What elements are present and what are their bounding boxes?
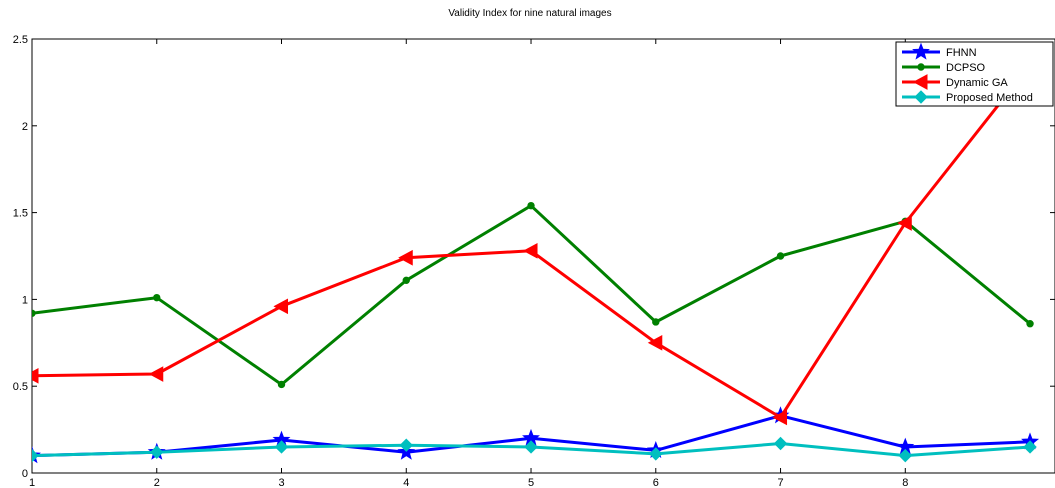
data-point-dcpso <box>403 277 409 283</box>
x-tick-label: 1 <box>29 477 35 488</box>
x-tick-label: 2 <box>154 477 160 488</box>
data-point-dcpso <box>528 202 534 208</box>
x-tick-label: 6 <box>653 477 659 488</box>
data-point-dcpso <box>777 253 783 259</box>
legend-marker-dcpso <box>918 64 924 70</box>
chart-title: Validity Index for nine natural images <box>448 8 611 19</box>
legend-label-dcpso: DCPSO <box>946 62 986 74</box>
y-tick-label: 1 <box>22 294 28 306</box>
data-point-dcpso <box>1027 321 1033 327</box>
legend: FHNN DCPSO Dynamic GA Proposed Method <box>896 42 1053 106</box>
y-tick-label: 2.5 <box>13 34 28 46</box>
legend-label-dynamic-ga: Dynamic GA <box>946 77 1008 89</box>
x-tick-label: 3 <box>278 477 284 488</box>
y-tick-label: 1.5 <box>13 208 28 220</box>
x-tick-label: 8 <box>902 477 908 488</box>
data-point-dcpso <box>278 381 284 387</box>
legend-label-proposed-method: Proposed Method <box>946 92 1033 104</box>
x-tick-label: 7 <box>777 477 783 488</box>
x-tick-label: 4 <box>403 477 409 488</box>
y-tick-label: 0.5 <box>13 381 28 393</box>
x-tick-label: 5 <box>528 477 534 488</box>
data-point-dcpso <box>29 310 35 316</box>
y-tick-label: 0 <box>22 468 28 480</box>
data-point-dcpso <box>154 294 160 300</box>
y-tick-label: 2 <box>22 121 28 133</box>
data-point-dcpso <box>653 319 659 325</box>
legend-label-fhnn: FHNN <box>946 47 977 59</box>
